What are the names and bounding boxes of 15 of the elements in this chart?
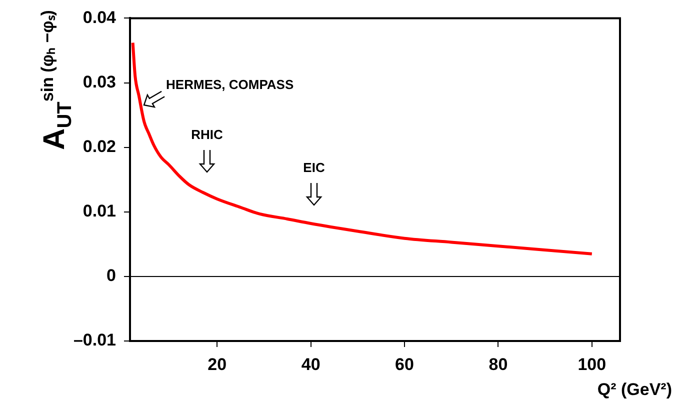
y-tick-label: 0.02 [82, 137, 116, 156]
x-tick-label: 80 [488, 354, 508, 374]
annotation: HERMES, COMPASS [166, 77, 294, 92]
y-tick-label: 0.04 [82, 8, 117, 27]
x-axis-title: Q² (GeV²) [597, 380, 672, 400]
y-tick-label: 0.03 [82, 72, 116, 92]
y-tick-label: 0.01 [82, 202, 116, 221]
annotation: RHIC [191, 127, 223, 142]
x-tick-label: 60 [395, 354, 414, 374]
x-tick-label: 40 [301, 354, 320, 374]
annotation: EIC [303, 160, 325, 175]
x-tick-label: 100 [578, 354, 606, 374]
y-tick-label: –0.01 [73, 330, 116, 350]
y-tick-label: 0 [106, 266, 116, 286]
x-tick-label: 20 [208, 354, 227, 374]
